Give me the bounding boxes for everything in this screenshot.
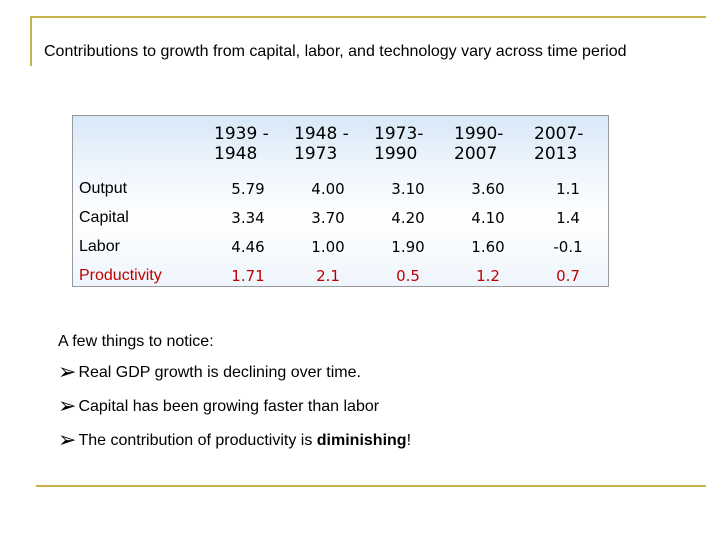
bullet-text: Real GDP growth is declining over time.	[78, 364, 361, 381]
table-row-output: Output 5.79 4.00 3.10 3.60 1.1	[73, 174, 608, 203]
table-cell: 1.71	[231, 266, 265, 285]
arrow-bullet-icon: ➢	[58, 394, 77, 419]
table-cell: 4.20	[391, 208, 425, 227]
column-header-1939-1948: 1939 - 1948	[214, 124, 269, 164]
column-header-1990-2007: 1990- 2007	[454, 124, 504, 164]
table-cell: 5.79	[231, 179, 265, 198]
arrow-bullet-icon: ➢	[58, 360, 77, 385]
decorative-left-line	[30, 16, 32, 66]
bullet-text: Capital has been growing faster than lab…	[78, 398, 380, 415]
row-label: Output	[79, 179, 128, 197]
table-cell: 1.2	[476, 266, 500, 285]
table-cell: 1.00	[311, 237, 345, 256]
table-cell: 0.5	[396, 266, 420, 285]
column-header-1948-1973: 1948 - 1973	[294, 124, 349, 164]
column-header-2007-2013: 2007- 2013	[534, 124, 584, 164]
table-cell: 1.60	[471, 237, 505, 256]
table-header-row: 1939 - 1948 1948 - 1973 1973- 1990 1990-…	[73, 116, 608, 174]
table-cell: 3.34	[231, 208, 265, 227]
bullet-item: ➢ Capital has been growing faster than l…	[58, 390, 658, 424]
table-header-corner	[73, 116, 208, 174]
table-cell: 1.1	[556, 179, 580, 198]
table-cell: 4.46	[231, 237, 265, 256]
bullet-item: ➢ The contribution of productivity is di…	[58, 424, 658, 458]
table-cell: 0.7	[556, 266, 580, 285]
table-cell: 3.60	[471, 179, 505, 198]
row-label: Labor	[79, 237, 120, 255]
emphasis-text: diminishing	[316, 432, 407, 449]
bullet-item: ➢ Real GDP growth is declining over time…	[58, 356, 658, 390]
decorative-bottom-line	[36, 485, 706, 487]
table-cell: 4.10	[471, 208, 505, 227]
row-label: Productivity	[79, 266, 162, 284]
table-cell: 2.1	[316, 266, 340, 285]
slide-title: Contributions to growth from capital, la…	[44, 43, 627, 60]
table-cell: 1.90	[391, 237, 425, 256]
table-row-labor: Labor 4.46 1.00 1.90 1.60 -0.1	[73, 232, 608, 261]
table-cell: -0.1	[553, 237, 583, 256]
table-cell: 3.70	[311, 208, 345, 227]
notes-section: A few things to notice: ➢ Real GDP growt…	[58, 332, 658, 458]
table-cell: 1.4	[556, 208, 580, 227]
table-row-capital: Capital 3.34 3.70 4.20 4.10 1.4	[73, 203, 608, 232]
table-cell: 4.00	[311, 179, 345, 198]
notes-intro: A few things to notice:	[58, 333, 214, 350]
column-header-1973-1990: 1973- 1990	[374, 124, 424, 164]
table-row-productivity: Productivity 1.71 2.1 0.5 1.2 0.7	[73, 261, 608, 290]
growth-contributions-table: 1939 - 1948 1948 - 1973 1973- 1990 1990-…	[72, 115, 609, 287]
arrow-bullet-icon: ➢	[58, 428, 77, 453]
row-label: Capital	[79, 208, 129, 226]
table-cell: 3.10	[391, 179, 425, 198]
decorative-top-line	[30, 16, 706, 18]
bullet-text: The contribution of productivity is dimi…	[78, 432, 412, 449]
